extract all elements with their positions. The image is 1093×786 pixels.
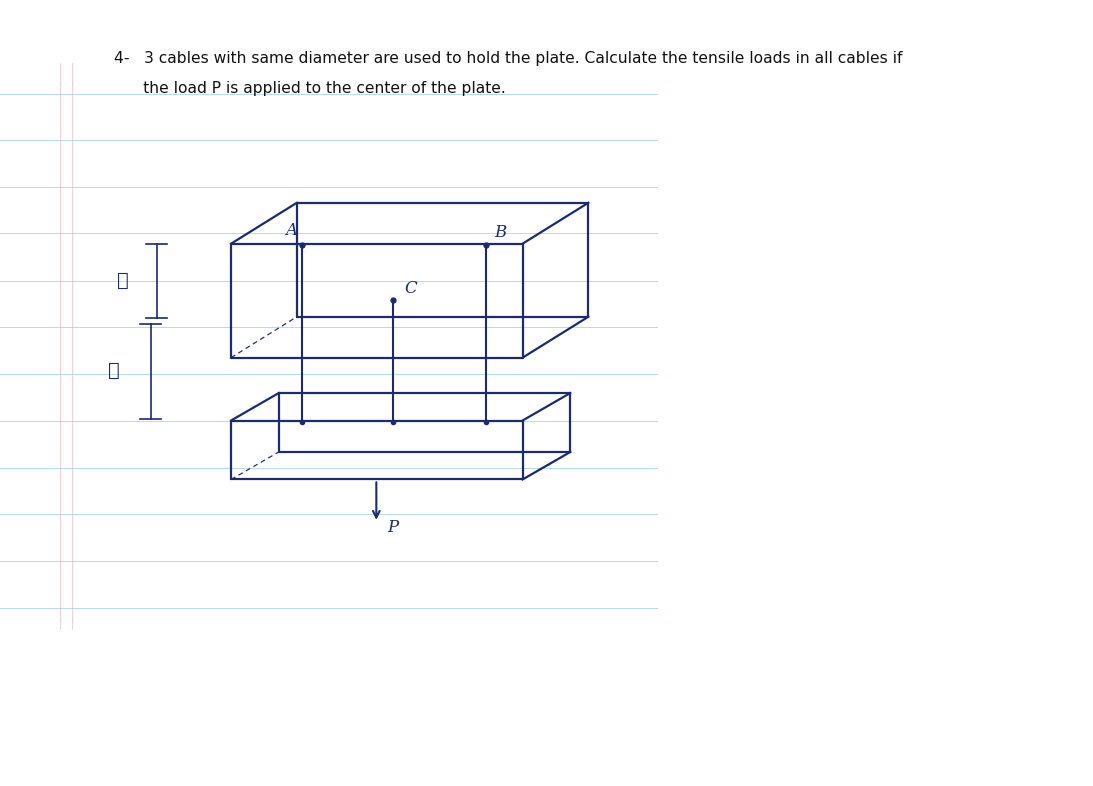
Text: A: A — [285, 222, 297, 239]
Text: ℓ: ℓ — [117, 272, 129, 290]
Text: P: P — [387, 519, 398, 536]
Text: B: B — [494, 223, 506, 241]
Text: 4-   3 cables with same diameter are used to hold the plate. Calculate the tensi: 4- 3 cables with same diameter are used … — [115, 51, 903, 66]
Text: the load P is applied to the center of the plate.: the load P is applied to the center of t… — [115, 81, 506, 96]
Text: C: C — [404, 280, 416, 297]
Text: ℓ: ℓ — [107, 362, 119, 380]
